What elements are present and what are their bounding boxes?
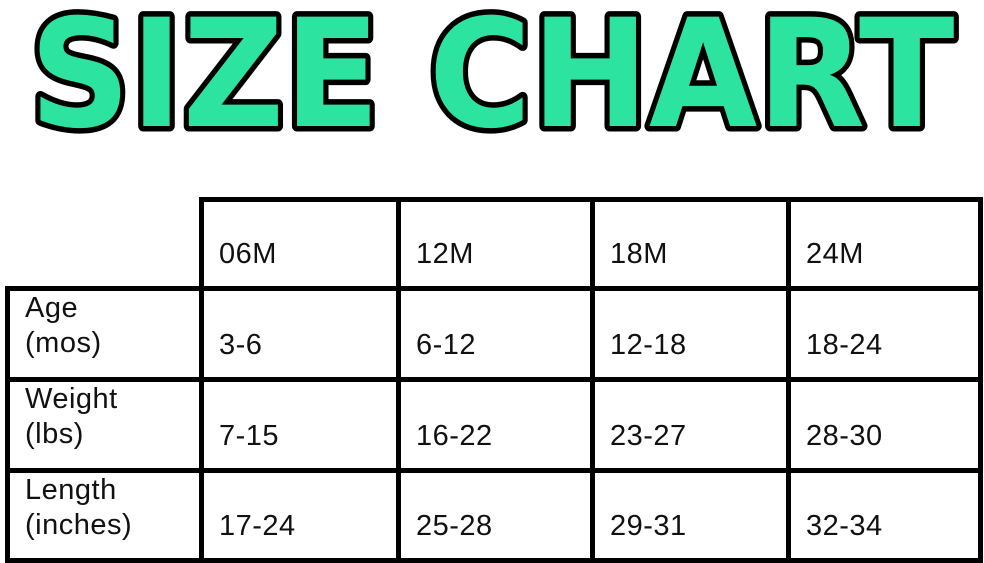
row-label-age: Age (mos) [5,286,204,382]
table-row-length: Length (inches) 17-24 25-28 29-31 32-34 [5,467,983,563]
column-header-06m: 06M [199,197,401,291]
table-row-age: Age (mos) 3-6 6-12 12-18 18-24 [5,286,983,382]
page-title-banner: SIZE CHART [0,0,984,170]
table-cell: 28-30 [786,376,983,473]
row-label-length: Length (inches) [5,467,204,563]
table-cell: 23-27 [590,376,791,473]
size-chart-table: 06M 12M 18M 24M Age (mos) 3-6 6-12 12-18… [5,197,983,563]
table-cell: 29-31 [590,467,791,563]
table-cell: 6-12 [396,286,595,382]
title-graphic: SIZE CHART [24,0,960,168]
row-label-unit: (mos) [25,327,102,360]
table-header-row: 06M 12M 18M 24M [8,197,983,291]
row-label-name: Age [25,292,79,324]
row-label-unit: (lbs) [25,418,84,451]
table-cell: 16-22 [396,376,595,473]
table-cell: 25-28 [396,467,595,563]
table-cell: 18-24 [786,286,983,382]
row-label-weight: Weight (lbs) [5,376,204,473]
column-header-18m: 18M [590,197,791,291]
table-cell: 17-24 [199,467,401,563]
row-label-unit: (inches) [25,508,133,541]
table-cell: 7-15 [199,376,401,473]
column-header-12m: 12M [396,197,595,291]
table-cell: 12-18 [590,286,791,382]
table-cell: 3-6 [199,286,401,382]
column-header-24m: 24M [786,197,983,291]
row-label-name: Weight [25,382,118,415]
row-label-name: Length [25,473,117,506]
table-cell: 32-34 [786,467,983,563]
page-title: SIZE CHART [30,0,955,162]
stub-cell [8,200,202,289]
table-row-weight: Weight (lbs) 7-15 16-22 23-27 28-30 [5,376,983,473]
